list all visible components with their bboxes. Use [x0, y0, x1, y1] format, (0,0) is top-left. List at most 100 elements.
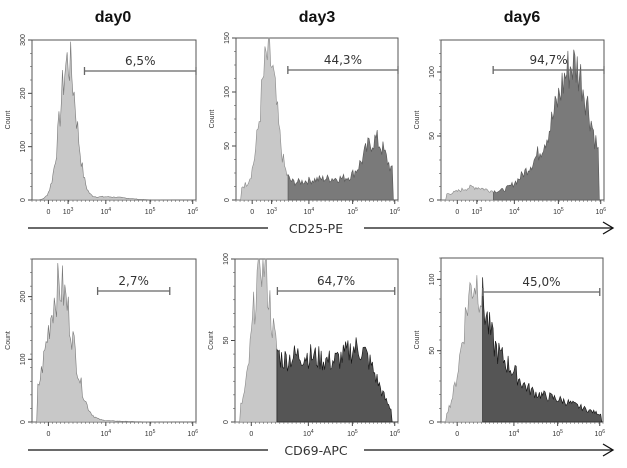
histogram-negative-area	[441, 275, 483, 423]
y-tick-label: 0	[20, 198, 27, 202]
x-tick-label: 105	[553, 207, 564, 216]
x-tick-label: 106	[389, 207, 400, 216]
x-tick-label: 0	[455, 431, 459, 438]
x-tick-label: 104	[303, 429, 314, 438]
histogram-negative-area	[236, 37, 289, 201]
y-tick-label: 100	[20, 141, 27, 153]
histogram-positive-area	[493, 49, 604, 201]
y-tick-label: 100	[429, 66, 436, 78]
x-tick-label: 103	[472, 207, 483, 216]
y-tick-label: 0	[429, 420, 436, 424]
exponent: 5	[560, 429, 563, 435]
exponent: 6	[195, 207, 198, 213]
histogram-panel-5: 0 50 100 Count 0 104 105 106 64,7%	[208, 253, 400, 438]
exponent: 4	[311, 207, 314, 213]
x-tick-label: 105	[347, 207, 358, 216]
exponent: 6	[397, 429, 400, 435]
y-axis-label: Count	[414, 331, 421, 350]
exponent: 4	[516, 429, 519, 435]
histogram-negative-area	[235, 258, 278, 423]
exponent: 4	[517, 207, 520, 213]
x-tick-label: 104	[304, 207, 315, 216]
x-tick-label: 106	[187, 207, 198, 216]
x-tick-label: 0	[455, 209, 459, 216]
arrow-head-icon	[602, 443, 615, 457]
exponent: 6	[603, 207, 606, 213]
y-tick-label: 0	[223, 420, 230, 424]
y-tick-label: 50	[429, 132, 436, 140]
histogram-positive-area	[287, 129, 398, 201]
x-tick-label: 105	[552, 429, 563, 438]
histogram-panel-1: day0 0 100 200 300 Count 0 103 104 105 106 6,5%	[5, 9, 198, 216]
y-axis-label: Count	[5, 331, 12, 350]
histogram-panel-6: 0 50 100 Count 0 104 105 106 45,0%	[414, 257, 605, 438]
histogram-panel-3: day6 0 50 100 Count 0 103 104 105 106 94,7%	[414, 9, 606, 216]
arrow-head-icon	[602, 221, 615, 235]
gate-percentage: 2,7%	[118, 274, 149, 288]
y-axis-label: Count	[209, 110, 216, 129]
exponent: 3	[71, 207, 74, 213]
exponent: 3	[479, 207, 482, 213]
y-tick-label: 100	[224, 86, 231, 98]
histogram-area	[32, 41, 196, 201]
y-tick-label: 200	[20, 291, 27, 303]
panel-title: day0	[95, 9, 132, 26]
y-tick-label: 0	[429, 198, 436, 202]
axis-marker-label: CD69-APC	[284, 443, 348, 458]
x-tick-label: 104	[101, 207, 112, 216]
x-tick-label: 105	[347, 429, 358, 438]
y-tick-label: 50	[224, 142, 231, 150]
histogram-negative-area	[441, 184, 494, 201]
gate-percentage: 44,3%	[324, 53, 362, 67]
exponent: 4	[108, 429, 111, 435]
y-tick-label: 300	[20, 34, 27, 46]
x-tick-label: 104	[509, 207, 520, 216]
exponent: 4	[311, 429, 314, 435]
y-tick-label: 100	[20, 353, 27, 365]
x-tick-label: 106	[187, 429, 198, 438]
gate-percentage: 6,5%	[125, 54, 156, 68]
y-tick-label: 50	[223, 337, 230, 345]
x-tick-label: 0	[249, 431, 253, 438]
y-tick-label: 0	[20, 420, 27, 424]
y-tick-label: 100	[223, 253, 230, 265]
y-axis-label: Count	[208, 331, 215, 350]
histogram-panel-4: 0 100 200 Count 0 104 105 106 2,7%	[5, 258, 198, 438]
y-axis-label: Count	[414, 111, 421, 130]
exponent: 6	[602, 429, 605, 435]
exponent: 4	[108, 207, 111, 213]
x-tick-label: 103	[266, 207, 277, 216]
x-tick-label: 105	[145, 207, 156, 216]
cd25-axis-label: CD25-PE	[28, 221, 615, 236]
histogram-panel-2: day3 0 50 100 150 Count 0 103 104 105 106 44,3%	[209, 9, 400, 216]
exponent: 6	[397, 207, 400, 213]
x-tick-label: 104	[101, 429, 112, 438]
exponent: 6	[195, 429, 198, 435]
panel-title: day3	[299, 9, 336, 26]
x-tick-label: 104	[509, 429, 520, 438]
exponent: 5	[355, 429, 358, 435]
exponent: 5	[153, 429, 156, 435]
histogram-positive-area	[482, 277, 603, 423]
y-tick-label: 50	[429, 347, 436, 355]
exponent: 5	[153, 207, 156, 213]
x-tick-label: 0	[46, 431, 50, 438]
exponent: 5	[561, 207, 564, 213]
exponent: 3	[274, 207, 277, 213]
y-tick-label: 100	[429, 273, 436, 285]
panel-title: day6	[504, 9, 541, 26]
x-tick-label: 106	[594, 429, 605, 438]
x-tick-label: 103	[63, 207, 74, 216]
x-tick-label: 106	[389, 429, 400, 438]
axis-marker-label: CD25-PE	[289, 221, 343, 236]
exponent: 5	[355, 207, 358, 213]
y-tick-label: 150	[224, 32, 231, 44]
histogram-area	[32, 263, 196, 423]
gate-percentage: 94,7%	[530, 53, 568, 67]
gate-percentage: 64,7%	[317, 274, 355, 288]
x-tick-label: 0	[250, 209, 254, 216]
x-tick-label: 0	[46, 209, 50, 216]
y-axis-label: Count	[5, 111, 12, 130]
histogram-positive-area	[276, 337, 398, 423]
